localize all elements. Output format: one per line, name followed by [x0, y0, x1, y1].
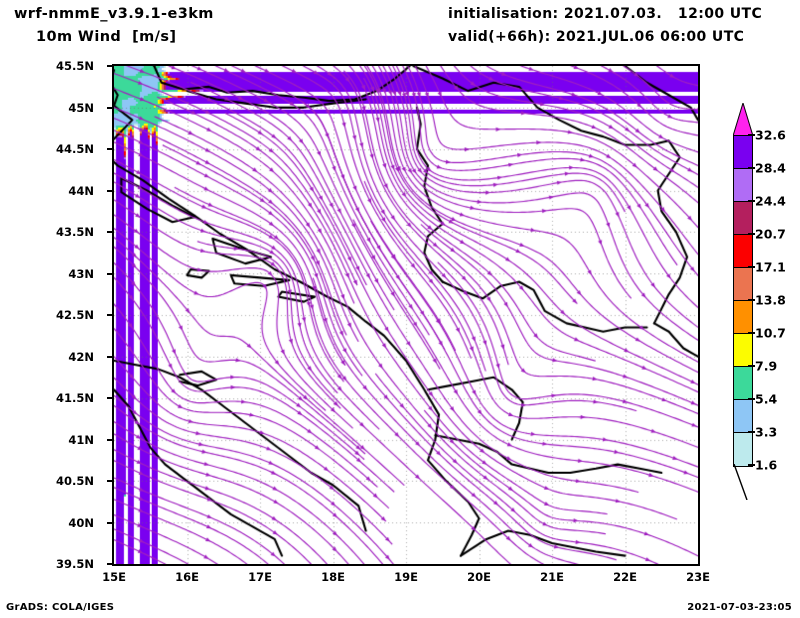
latitude-tick-mark	[107, 272, 113, 275]
longitude-tick-label: 19E	[394, 570, 418, 584]
colorbar-tail-line	[733, 464, 748, 500]
latitude-tick-mark	[107, 106, 113, 109]
latitude-tick-mark	[107, 189, 113, 192]
colorbar-tick-label: 5.4	[755, 391, 778, 407]
model-title: wrf-nmmE_v3.9.1-e3km	[14, 6, 214, 22]
colorbar-tick-label: 7.9	[755, 358, 778, 374]
latitude-tick-mark	[107, 231, 113, 233]
colorbar-tick-mark	[748, 431, 755, 433]
colorbar	[733, 135, 753, 467]
latitude-tick-label: 41N	[68, 432, 94, 447]
colorbar-tick-label: 24.4	[755, 193, 786, 209]
colorbar-band	[734, 136, 752, 169]
latitude-tick-mark	[107, 438, 113, 441]
grads-credit: GrADS: COLA/IGES	[6, 602, 115, 613]
valid-time: valid(+66h): 2021.JUL.06 06:00 UTC	[448, 29, 745, 45]
latitude-tick-mark	[107, 314, 113, 316]
latitude-tick-label: 42.5N	[56, 308, 94, 322]
colorbar-tick-mark	[748, 233, 755, 235]
colorbar-tick-mark	[748, 200, 755, 202]
colorbar-tick-mark	[748, 332, 755, 334]
field-title: 10m Wind [m/s]	[36, 29, 177, 45]
latitude-tick-label: 44N	[68, 183, 94, 198]
colorbar-band	[734, 235, 752, 268]
colorbar-tick-label: 28.4	[755, 160, 786, 176]
colorbar-tick-label: 10.7	[755, 325, 786, 341]
colorbar-band	[734, 169, 752, 202]
colorbar-tick-label: 1.6	[755, 457, 778, 473]
colorbar-tick-mark	[748, 134, 755, 136]
colorbar-tick-label: 13.8	[755, 292, 786, 308]
colorbar-tick-label: 3.3	[755, 424, 778, 440]
map-canvas	[114, 66, 698, 564]
colorbar-band	[734, 268, 752, 301]
colorbar-band	[734, 433, 752, 466]
generation-timestamp: 2021-07-03-23:05	[687, 602, 792, 613]
latitude-tick-mark	[107, 65, 113, 67]
colorbar-tick-mark	[748, 398, 755, 400]
colorbar-arrow-icon	[733, 103, 753, 136]
latitude-tick-label: 43.5N	[56, 225, 94, 239]
colorbar-tick-mark	[748, 167, 755, 169]
colorbar-tick-label: 17.1	[755, 259, 786, 275]
colorbar-tick-mark	[748, 464, 755, 466]
latitude-tick-label: 45.5N	[56, 59, 94, 73]
weather-map	[112, 64, 700, 566]
latitude-tick-label: 42N	[68, 349, 94, 364]
latitude-tick-label: 40.5N	[56, 474, 94, 488]
colorbar-tick-mark	[748, 299, 755, 301]
latitude-tick-label: 40N	[68, 515, 94, 530]
colorbar-tick-label: 20.7	[755, 226, 786, 242]
longitude-tick-label: 20E	[467, 570, 491, 584]
colorbar-tick-mark	[748, 266, 755, 268]
latitude-tick-label: 39.5N	[56, 557, 94, 571]
colorbar-tick-label: 32.6	[755, 127, 786, 143]
latitude-tick-mark	[107, 480, 113, 482]
initialisation-time: initialisation: 2021.07.03. 12:00 UTC	[448, 6, 763, 22]
colorbar-band	[734, 334, 752, 367]
longitude-tick-label: 23E	[686, 570, 710, 584]
colorbar-band	[734, 367, 752, 400]
latitude-tick-mark	[107, 397, 113, 399]
longitude-tick-label: 17E	[248, 570, 272, 584]
latitude-tick-label: 41.5N	[56, 391, 94, 405]
longitude-tick-label: 16E	[175, 570, 199, 584]
colorbar-tick-mark	[748, 365, 755, 367]
longitude-tick-label: 15E	[102, 570, 126, 584]
latitude-tick-mark	[107, 355, 113, 358]
latitude-tick-label: 43N	[68, 266, 94, 281]
colorbar-band	[734, 301, 752, 334]
longitude-tick-label: 18E	[321, 570, 345, 584]
colorbar-band	[734, 400, 752, 433]
longitude-tick-label: 21E	[540, 570, 564, 584]
colorbar-band	[734, 202, 752, 235]
latitude-tick-label: 45N	[68, 100, 94, 115]
latitude-tick-mark	[107, 563, 113, 565]
latitude-tick-label: 44.5N	[56, 142, 94, 156]
latitude-tick-mark	[107, 521, 113, 524]
latitude-tick-mark	[107, 148, 113, 150]
longitude-tick-label: 22E	[613, 570, 637, 584]
